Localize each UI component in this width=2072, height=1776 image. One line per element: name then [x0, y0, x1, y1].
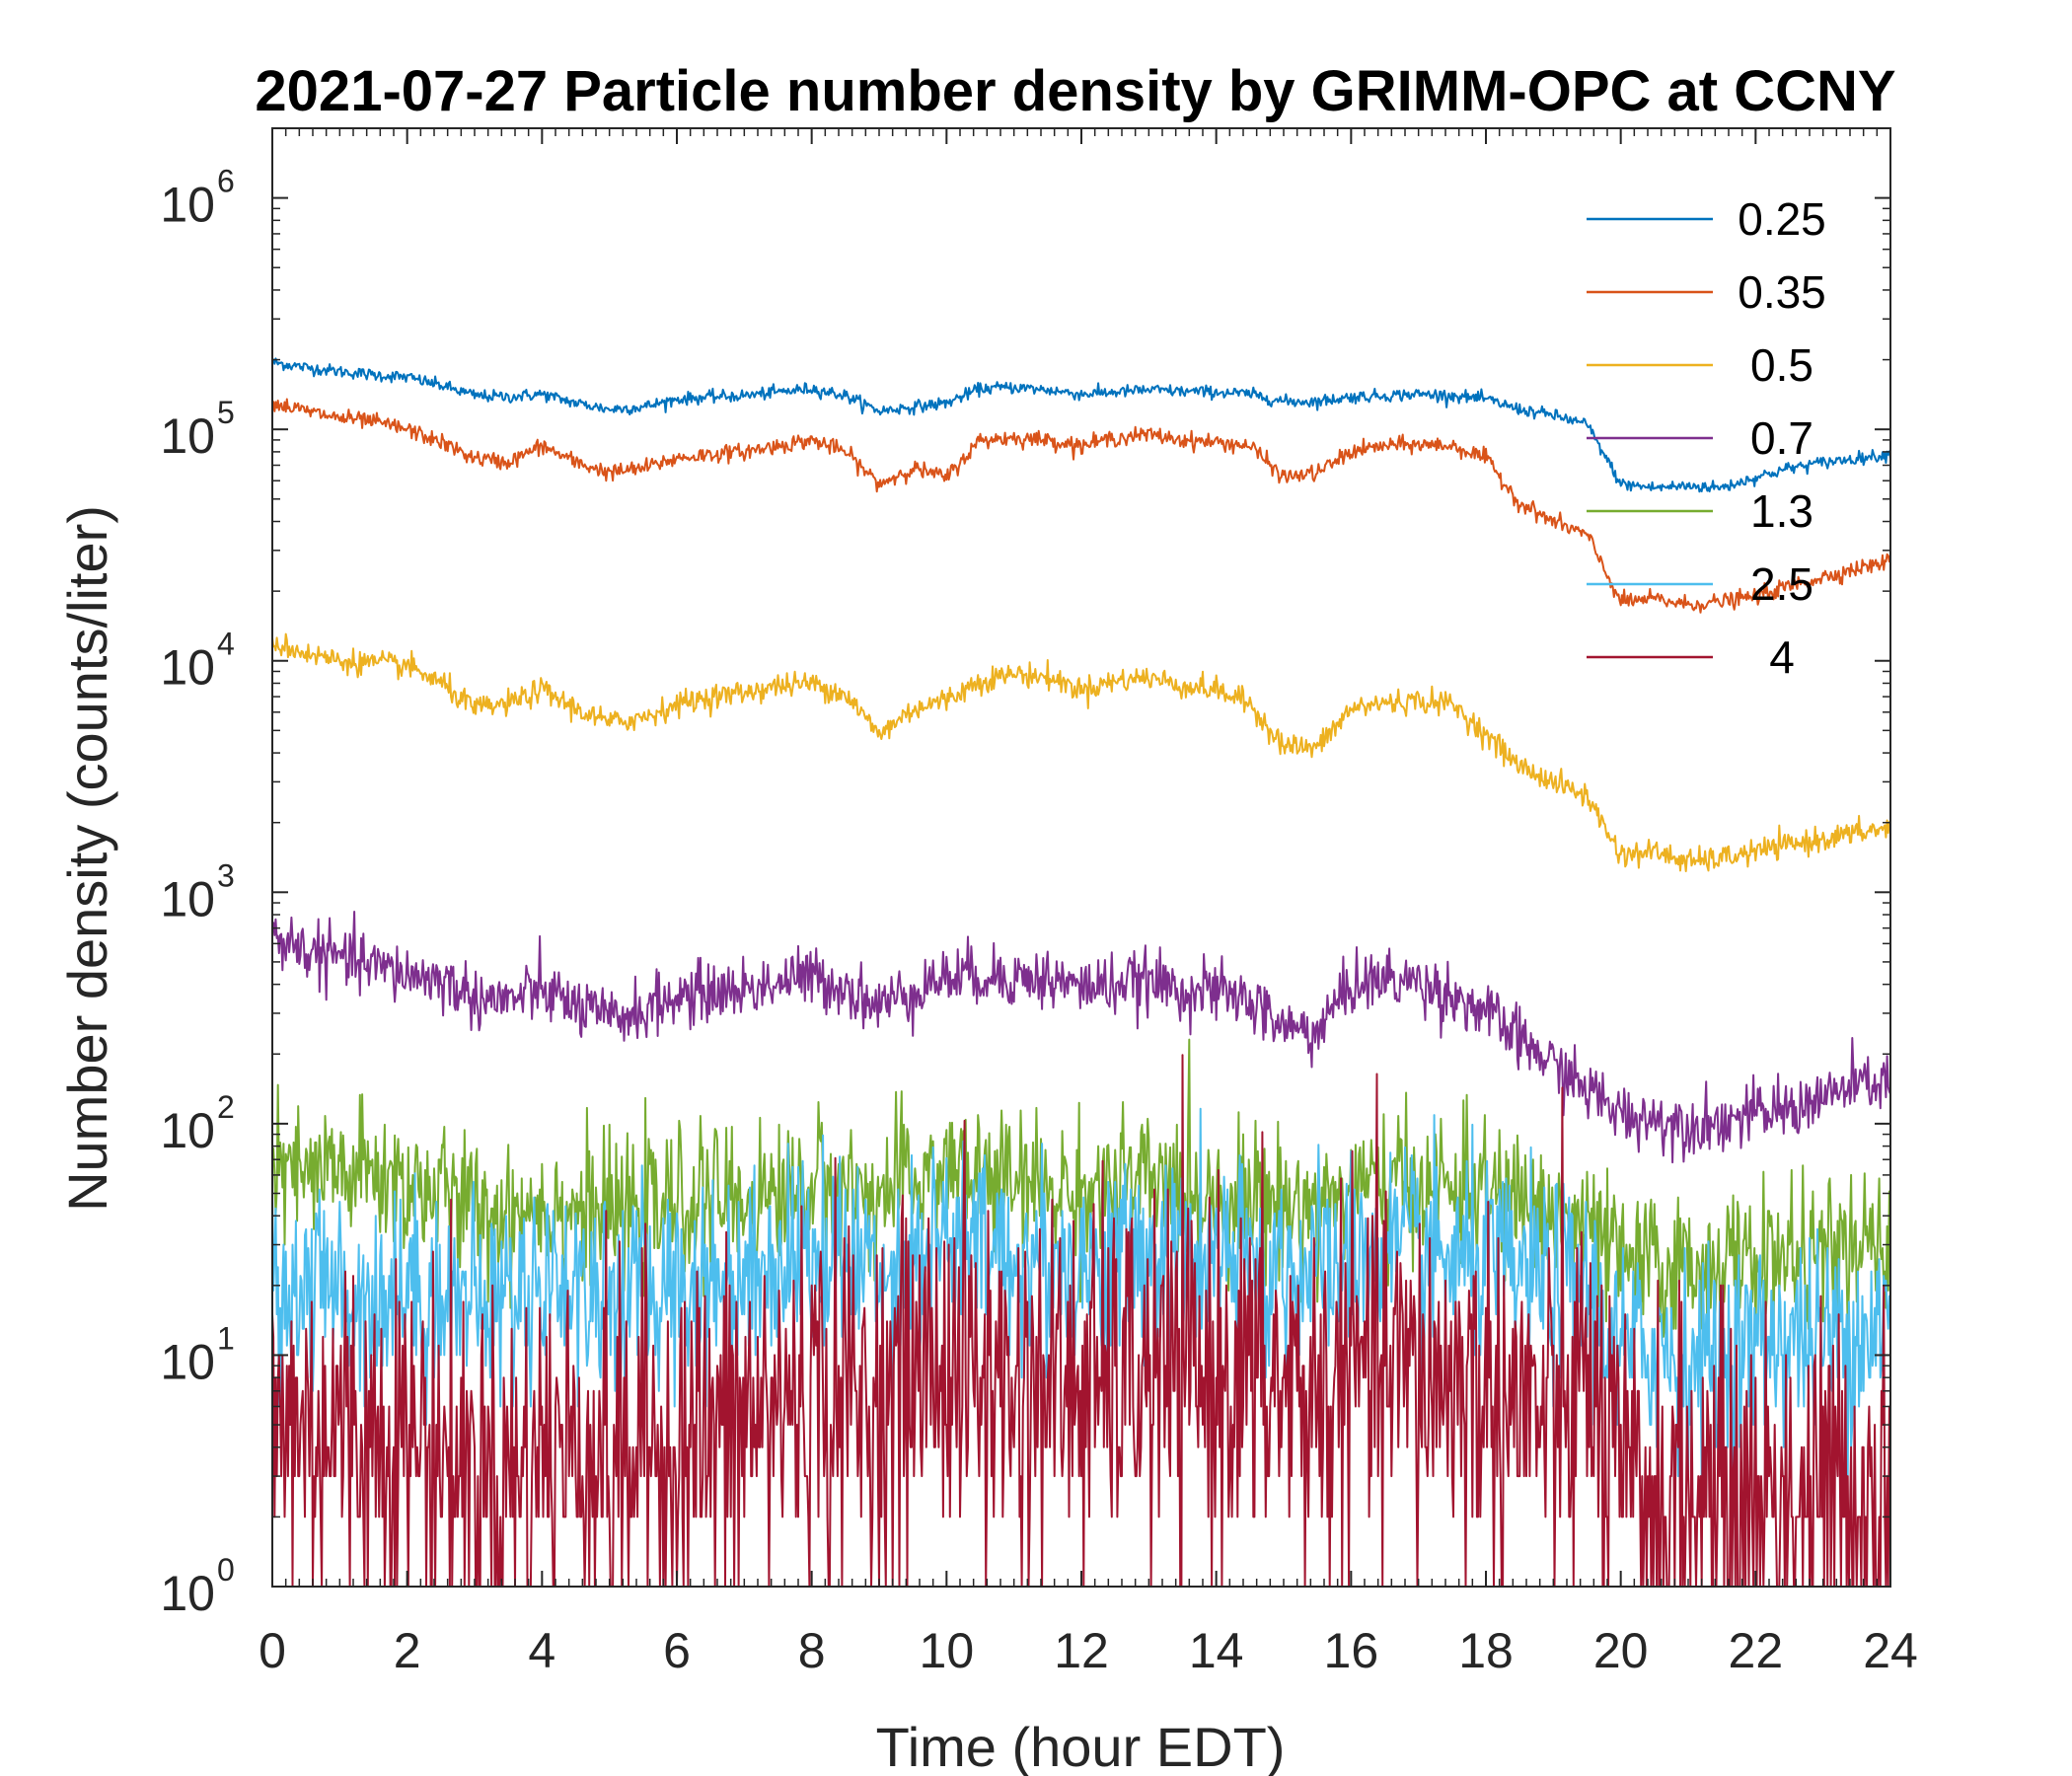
- y-tick-label: 10: [160, 640, 215, 696]
- legend: 0.25 0.35 0.5 0.7 1.3 2.5 4: [1587, 193, 1826, 683]
- series-line-0.25: [271, 357, 1891, 493]
- x-tick-label: 22: [1729, 1623, 1784, 1678]
- legend-label-0.5: 0.5: [1750, 339, 1813, 391]
- series-line-0.5: [271, 632, 1891, 872]
- legend-label-0.7: 0.7: [1750, 412, 1813, 464]
- y-tick-exponent: 2: [217, 1089, 235, 1125]
- y-tick-exponent: 4: [217, 627, 235, 662]
- series-line-0.7: [271, 911, 1891, 1164]
- x-tick-label: 14: [1189, 1623, 1244, 1678]
- y-tick-exponent: 0: [217, 1552, 235, 1588]
- x-tick-label: 24: [1863, 1623, 1918, 1678]
- y-tick-label: 10: [160, 871, 215, 926]
- y-tick-label: 10: [160, 1103, 215, 1158]
- y-tick-label: 10: [160, 408, 215, 464]
- x-tick-label: 12: [1054, 1623, 1109, 1678]
- x-tick-label: 2: [394, 1623, 421, 1678]
- x-tick-label: 6: [663, 1623, 691, 1678]
- y-tick-exponent: 3: [217, 857, 235, 893]
- x-tick-label: 4: [528, 1623, 555, 1678]
- series-line-2.5: [271, 1107, 1891, 1518]
- x-tick-label: 8: [798, 1623, 826, 1678]
- series-line-4: [271, 1054, 1891, 1588]
- series-layer: [271, 357, 1891, 1588]
- legend-label-4: 4: [1769, 631, 1795, 683]
- legend-label-1.3: 1.3: [1750, 485, 1813, 537]
- chart-title: 2021-07-27 Particle number density by GR…: [255, 59, 1895, 123]
- x-tick-label: 16: [1324, 1623, 1379, 1678]
- x-tick-label: 20: [1593, 1623, 1649, 1678]
- legend-label-0.35: 0.35: [1738, 266, 1826, 318]
- x-axis-label: Time (hour EDT): [876, 1716, 1286, 1776]
- legend-label-2.5: 2.5: [1750, 558, 1813, 610]
- series-line-1.3: [271, 1038, 1891, 1347]
- x-tick-label: 0: [259, 1623, 286, 1678]
- y-tick-label: 10: [160, 178, 215, 233]
- y-tick-label: 10: [160, 1566, 215, 1621]
- x-tick-label: 10: [920, 1623, 975, 1678]
- y-tick-exponent: 5: [217, 395, 235, 430]
- series-line-0.35: [271, 398, 1891, 614]
- y-tick-exponent: 6: [217, 164, 235, 199]
- x-tick-label: 18: [1458, 1623, 1514, 1678]
- legend-label-0.25: 0.25: [1738, 193, 1826, 245]
- y-tick-exponent: 1: [217, 1320, 235, 1356]
- y-axis-label: Number density (counts/liter): [56, 505, 118, 1212]
- y-tick-label: 10: [160, 1334, 215, 1389]
